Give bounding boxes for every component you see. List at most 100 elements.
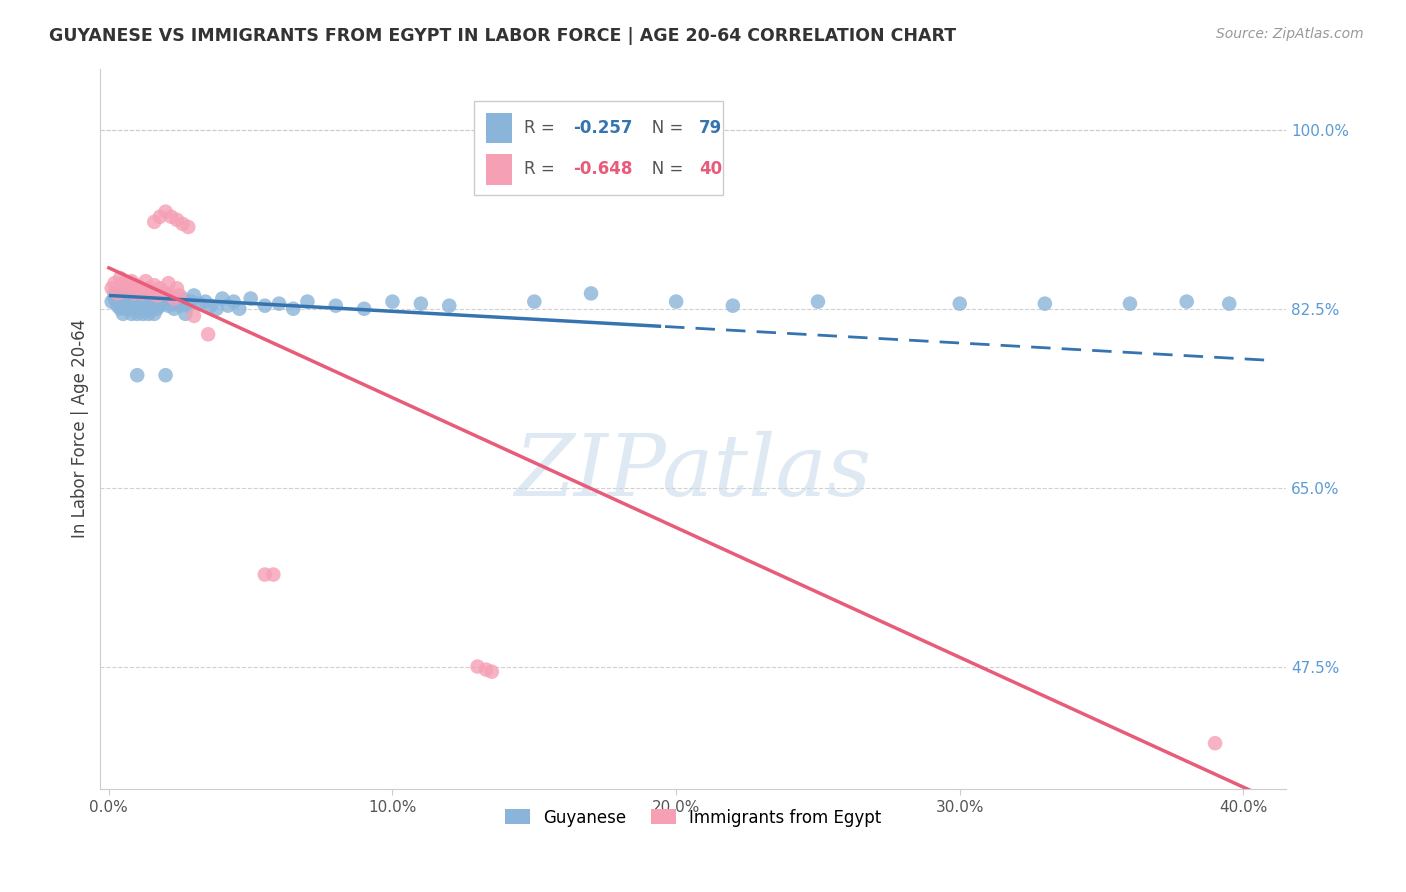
Point [135, 274, 157, 288]
Point [807, 294, 830, 309]
Point [115, 301, 138, 316]
Point [141, 292, 163, 306]
Point [1033, 296, 1056, 310]
Point [166, 294, 188, 309]
Point [121, 299, 143, 313]
Text: R =: R = [523, 120, 560, 137]
Point [197, 327, 219, 342]
Point [129, 292, 152, 306]
Point [105, 288, 128, 302]
Point [141, 286, 163, 301]
Point [253, 299, 276, 313]
Point [157, 299, 180, 313]
Point [103, 276, 125, 290]
Point [141, 301, 163, 316]
Point [160, 292, 183, 306]
Point [135, 293, 157, 308]
Point [665, 294, 688, 309]
Point [127, 278, 149, 293]
Point [105, 286, 128, 301]
Point [127, 307, 149, 321]
Point [194, 294, 217, 309]
Point [112, 307, 135, 321]
Point [163, 301, 186, 316]
Point [180, 294, 202, 309]
Point [481, 665, 503, 679]
Point [169, 299, 191, 313]
Point [129, 301, 152, 316]
Point [100, 281, 122, 295]
Point [262, 567, 284, 582]
Point [579, 286, 602, 301]
Point [174, 307, 197, 321]
Point [1119, 296, 1142, 310]
Point [1204, 736, 1226, 750]
Point [146, 301, 169, 316]
Legend: Guyanese, Immigrants from Egypt: Guyanese, Immigrants from Egypt [496, 800, 890, 835]
Point [146, 288, 169, 302]
Point [124, 293, 146, 308]
Point [157, 276, 180, 290]
Point [132, 286, 155, 301]
Point [353, 301, 375, 316]
Point [253, 567, 276, 582]
Text: Source: ZipAtlas.com: Source: ZipAtlas.com [1216, 27, 1364, 41]
Point [149, 210, 172, 224]
FancyBboxPatch shape [485, 154, 512, 185]
Point [177, 219, 200, 234]
Point [129, 281, 152, 295]
Point [152, 286, 174, 301]
Point [121, 274, 143, 288]
Text: GUYANESE VS IMMIGRANTS FROM EGYPT IN LABOR FORCE | AGE 20-64 CORRELATION CHART: GUYANESE VS IMMIGRANTS FROM EGYPT IN LAB… [49, 27, 956, 45]
Point [112, 294, 135, 309]
Point [177, 299, 200, 313]
Point [721, 299, 744, 313]
Point [163, 292, 186, 306]
Point [132, 307, 155, 321]
Point [188, 296, 211, 310]
Point [949, 296, 972, 310]
Point [205, 301, 228, 316]
Point [124, 286, 146, 301]
Point [135, 301, 157, 316]
Point [127, 294, 149, 309]
Point [155, 368, 177, 383]
Point [169, 288, 191, 302]
Point [103, 286, 125, 301]
Point [211, 292, 233, 306]
Point [155, 286, 177, 301]
Point [267, 296, 290, 310]
Point [138, 281, 160, 295]
Point [239, 292, 262, 306]
Point [325, 299, 347, 313]
Text: ZIPatlas: ZIPatlas [515, 431, 872, 514]
Point [222, 294, 245, 309]
Point [143, 278, 166, 293]
Y-axis label: In Labor Force | Age 20-64: In Labor Force | Age 20-64 [72, 319, 89, 539]
Point [115, 285, 138, 299]
Point [118, 292, 141, 306]
Point [155, 204, 177, 219]
Point [1218, 296, 1240, 310]
Text: 79: 79 [699, 120, 723, 137]
Point [118, 278, 141, 293]
Point [108, 289, 131, 303]
Text: 40: 40 [699, 161, 723, 178]
Point [183, 309, 205, 323]
Point [166, 281, 188, 295]
Point [228, 301, 250, 316]
Point [108, 301, 131, 316]
Point [138, 299, 160, 313]
Point [115, 286, 138, 301]
Point [475, 663, 498, 677]
Point [127, 368, 149, 383]
Point [124, 301, 146, 316]
Point [166, 212, 188, 227]
Point [381, 294, 404, 309]
Point [172, 292, 194, 306]
Point [132, 296, 155, 310]
Point [105, 293, 128, 308]
Point [152, 296, 174, 310]
Point [1175, 294, 1198, 309]
FancyBboxPatch shape [474, 101, 723, 194]
